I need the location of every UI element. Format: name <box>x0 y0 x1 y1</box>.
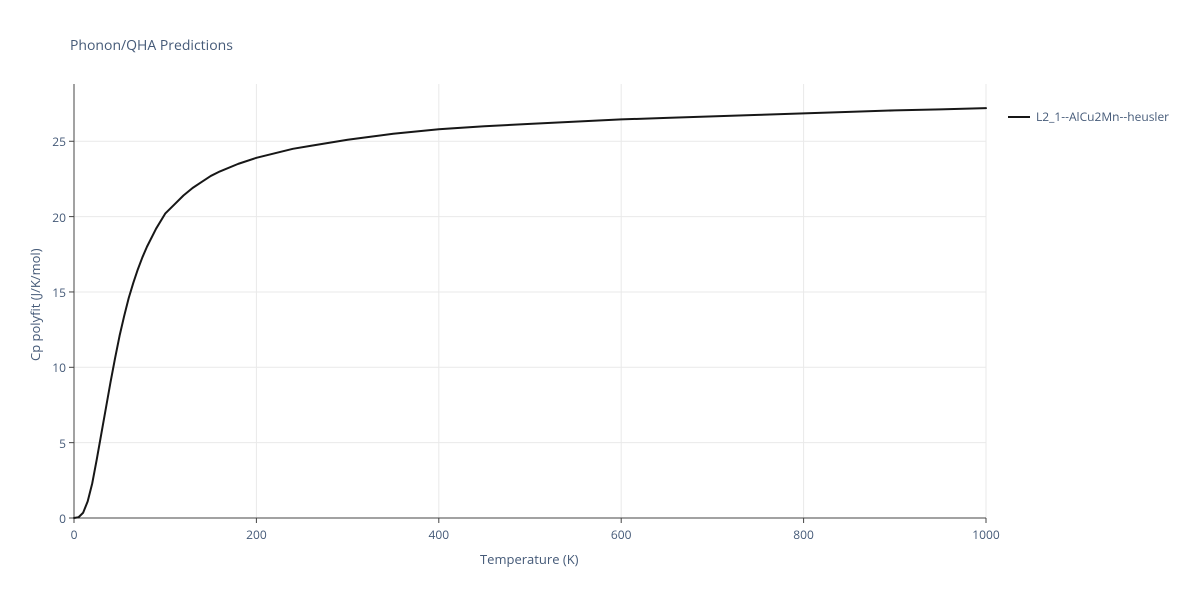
series-line[interactable] <box>74 108 986 518</box>
x-tick-label: 200 <box>241 526 271 543</box>
legend[interactable]: L2_1--AlCu2Mn--heusler <box>1008 108 1169 125</box>
x-tick-label: 600 <box>606 526 636 543</box>
legend-series-label: L2_1--AlCu2Mn--heusler <box>1036 108 1169 125</box>
x-tick-label: 400 <box>424 526 454 543</box>
y-tick-label: 25 <box>40 133 66 150</box>
x-tick-label: 0 <box>59 526 89 543</box>
plot-area[interactable] <box>0 0 1200 600</box>
x-tick-label: 800 <box>789 526 819 543</box>
y-tick-label: 0 <box>40 510 66 527</box>
chart-container: Phonon/QHA Predictions Cp polyfit (J/K/m… <box>0 0 1200 600</box>
y-tick-label: 20 <box>40 209 66 226</box>
y-tick-label: 15 <box>40 284 66 301</box>
y-tick-label: 5 <box>40 435 66 452</box>
x-tick-label: 1000 <box>971 526 1001 543</box>
y-tick-label: 10 <box>40 359 66 376</box>
legend-series-line <box>1008 116 1030 118</box>
